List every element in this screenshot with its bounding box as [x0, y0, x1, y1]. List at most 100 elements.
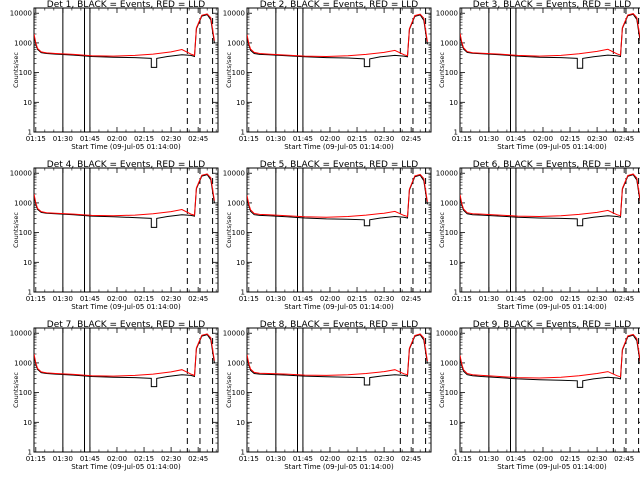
x-tick-label: 02:00	[320, 455, 340, 463]
chart-panel-det-7: Det 7, BLACK = Events, RED = LLD 1 10 100 10…	[10, 320, 219, 471]
x-tick-label: 02:30	[374, 455, 394, 463]
chart-title: Det 6, BLACK = Events, RED = LLD	[473, 160, 632, 170]
x-tick-label: 01:30	[479, 135, 499, 143]
x-tick-label: 01:30	[53, 295, 73, 303]
y-tick-label: 10000	[10, 170, 32, 178]
x-tick-label: 02:30	[587, 455, 607, 463]
chart-title: Det 8, BLACK = Events, RED = LLD	[260, 320, 419, 330]
x-tick-label: 01:30	[53, 135, 73, 143]
chart-title: Det 1, BLACK = Events, RED = LLD	[47, 0, 206, 10]
y-tick-label: 1	[28, 289, 32, 297]
x-tick-label: 02:15	[560, 295, 580, 303]
x-tick-label: 01:45	[80, 295, 100, 303]
y-tick-label: 100	[445, 389, 458, 397]
chart-panel-det-1: Det 1, BLACK = Events, RED = LLD 1 10 100 10…	[10, 0, 219, 151]
x-tick-label: 02:45	[188, 135, 208, 143]
y-axis-label: Counts/sec	[438, 212, 446, 248]
x-tick-label: 01:45	[80, 455, 100, 463]
x-tick-label: 02:00	[320, 295, 340, 303]
lld-series-line	[34, 173, 215, 217]
x-tick-label: 02:15	[134, 135, 154, 143]
x-tick-label: 02:00	[320, 135, 340, 143]
y-tick-label: 10	[449, 419, 458, 427]
y-axis-label: Counts/sec	[12, 372, 20, 408]
y-tick-label: 1000	[227, 359, 245, 367]
chart-title: Det 3, BLACK = Events, RED = LLD	[473, 0, 632, 10]
x-tick-label: 02:30	[374, 295, 394, 303]
x-tick-label: 02:15	[560, 135, 580, 143]
x-tick-label: 02:00	[107, 455, 127, 463]
lld-series-line	[247, 173, 428, 218]
x-tick-label: 01:15	[239, 135, 259, 143]
x-tick-label: 02:45	[401, 295, 421, 303]
x-tick-label: 01:15	[26, 295, 46, 303]
y-tick-label: 1000	[227, 199, 245, 207]
chart-panel-det-3: Det 3, BLACK = Events, RED = LLD 1 10 100 10…	[436, 0, 640, 151]
chart-panel-det-6: Det 6, BLACK = Events, RED = LLD 1 10 100 10…	[436, 160, 640, 311]
x-tick-label: 02:45	[614, 295, 634, 303]
lld-series-line	[247, 333, 428, 376]
x-tick-label: 02:30	[161, 455, 181, 463]
chart-panel-det-8: Det 8, BLACK = Events, RED = LLD 1 10 100 10…	[223, 320, 432, 471]
x-axis-label: Start Time (09-Jul-05 01:14:00)	[497, 303, 607, 311]
x-tick-label: 01:30	[266, 135, 286, 143]
y-tick-label: 1000	[14, 359, 32, 367]
y-tick-label: 1	[241, 289, 245, 297]
chart-panel-det-2: Det 2, BLACK = Events, RED = LLD 1 10 100 10…	[223, 0, 432, 151]
x-tick-label: 02:00	[533, 455, 553, 463]
y-axis-label: Counts/sec	[225, 212, 233, 248]
x-tick-label: 02:15	[347, 455, 367, 463]
x-tick-label: 02:45	[401, 455, 421, 463]
x-axis-label: Start Time (09-Jul-05 01:14:00)	[284, 143, 394, 151]
x-tick-label: 02:00	[107, 295, 127, 303]
y-tick-label: 1000	[440, 39, 458, 47]
y-tick-label: 100	[232, 69, 245, 77]
x-tick-label: 02:00	[533, 295, 553, 303]
x-tick-label: 02:45	[614, 455, 634, 463]
y-axis-label: Counts/sec	[12, 212, 20, 248]
x-tick-label: 01:30	[266, 455, 286, 463]
x-tick-label: 02:15	[347, 135, 367, 143]
chart-title: Det 4, BLACK = Events, RED = LLD	[47, 160, 206, 170]
x-tick-label: 01:15	[26, 455, 46, 463]
x-tick-label: 02:45	[401, 135, 421, 143]
x-tick-label: 02:15	[347, 295, 367, 303]
y-tick-label: 100	[445, 229, 458, 237]
chart-title: Det 5, BLACK = Events, RED = LLD	[260, 160, 419, 170]
x-tick-label: 01:15	[452, 135, 472, 143]
x-tick-label: 02:45	[614, 135, 634, 143]
x-axis-label: Start Time (09-Jul-05 01:14:00)	[71, 143, 181, 151]
y-tick-label: 10	[236, 419, 245, 427]
y-tick-label: 1	[241, 449, 245, 457]
x-tick-label: 01:45	[506, 455, 526, 463]
x-tick-label: 02:00	[533, 135, 553, 143]
x-tick-label: 02:30	[587, 295, 607, 303]
x-axis-label: Start Time (09-Jul-05 01:14:00)	[71, 463, 181, 471]
chart-title: Det 2, BLACK = Events, RED = LLD	[260, 0, 419, 10]
lld-series-line	[34, 333, 215, 377]
x-axis-label: Start Time (09-Jul-05 01:14:00)	[284, 463, 394, 471]
x-tick-label: 02:45	[188, 295, 208, 303]
y-tick-label: 10000	[223, 330, 245, 338]
x-tick-label: 01:30	[479, 295, 499, 303]
x-tick-label: 01:30	[53, 455, 73, 463]
x-tick-label: 01:45	[293, 295, 313, 303]
y-tick-label: 100	[445, 69, 458, 77]
y-tick-label: 10	[449, 99, 458, 107]
x-axis-label: Start Time (09-Jul-05 01:14:00)	[284, 303, 394, 311]
y-tick-label: 100	[232, 229, 245, 237]
x-tick-label: 01:45	[293, 455, 313, 463]
lld-series-line	[34, 13, 215, 57]
x-tick-label: 01:45	[506, 135, 526, 143]
x-tick-label: 01:30	[266, 295, 286, 303]
chart-panel-det-5: Det 5, BLACK = Events, RED = LLD 1 10 100 10…	[223, 160, 432, 311]
x-tick-label: 01:45	[80, 135, 100, 143]
chart-panel-det-9: Det 9, BLACK = Events, RED = LLD 1 10 100 10…	[436, 320, 640, 471]
x-tick-label: 02:30	[161, 135, 181, 143]
y-tick-label: 10000	[436, 10, 458, 18]
y-tick-label: 100	[19, 69, 32, 77]
y-tick-label: 10	[23, 259, 32, 267]
x-axis-label: Start Time (09-Jul-05 01:14:00)	[497, 463, 607, 471]
y-tick-label: 10000	[223, 10, 245, 18]
x-axis-label: Start Time (09-Jul-05 01:14:00)	[497, 143, 607, 151]
